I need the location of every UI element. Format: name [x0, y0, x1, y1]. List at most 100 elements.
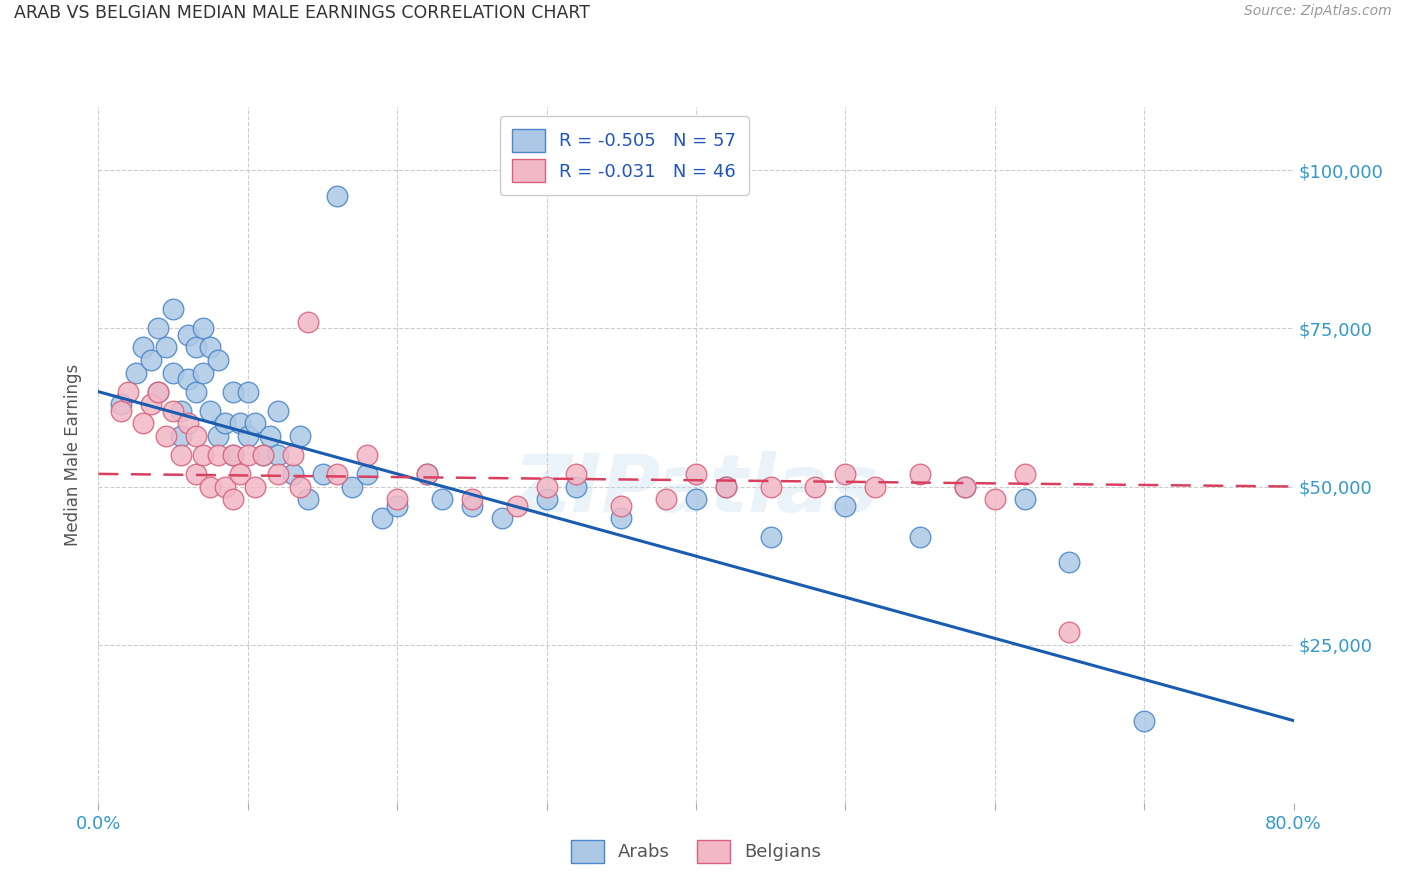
- Text: ARAB VS BELGIAN MEDIAN MALE EARNINGS CORRELATION CHART: ARAB VS BELGIAN MEDIAN MALE EARNINGS COR…: [14, 4, 591, 22]
- Point: [342, 479, 364, 493]
- Point: [236, 429, 259, 443]
- Point: [117, 384, 139, 399]
- Point: [865, 479, 887, 493]
- Point: [908, 467, 931, 481]
- Point: [191, 321, 214, 335]
- Point: [184, 340, 207, 354]
- Point: [169, 403, 191, 417]
- Point: [229, 467, 252, 481]
- Point: [245, 479, 267, 493]
- Point: [139, 353, 162, 368]
- Point: [655, 492, 678, 507]
- Point: [506, 499, 529, 513]
- Point: [229, 417, 252, 431]
- Point: [169, 429, 191, 443]
- Legend: Arabs, Belgians: Arabs, Belgians: [564, 832, 828, 871]
- Point: [759, 479, 782, 493]
- Text: Source: ZipAtlas.com: Source: ZipAtlas.com: [1244, 4, 1392, 19]
- Point: [245, 417, 267, 431]
- Point: [200, 479, 222, 493]
- Point: [714, 479, 737, 493]
- Point: [984, 492, 1007, 507]
- Point: [155, 429, 177, 443]
- Point: [177, 372, 200, 386]
- Point: [834, 467, 856, 481]
- Point: [356, 467, 378, 481]
- Point: [184, 467, 207, 481]
- Point: [207, 448, 229, 462]
- Point: [1059, 625, 1081, 640]
- Point: [288, 429, 311, 443]
- Point: [430, 492, 453, 507]
- Point: [685, 492, 707, 507]
- Point: [565, 479, 588, 493]
- Point: [416, 467, 439, 481]
- Point: [685, 467, 707, 481]
- Point: [207, 353, 229, 368]
- Point: [132, 340, 155, 354]
- Point: [288, 479, 311, 493]
- Point: [222, 448, 245, 462]
- Point: [169, 448, 191, 462]
- Point: [222, 448, 245, 462]
- Point: [326, 467, 349, 481]
- Point: [162, 366, 184, 380]
- Point: [834, 499, 856, 513]
- Point: [610, 511, 633, 525]
- Point: [214, 479, 236, 493]
- Point: [536, 492, 558, 507]
- Point: [155, 340, 177, 354]
- Point: [184, 384, 207, 399]
- Point: [565, 467, 588, 481]
- Point: [267, 467, 290, 481]
- Point: [714, 479, 737, 493]
- Point: [385, 492, 409, 507]
- Point: [236, 384, 259, 399]
- Point: [236, 448, 259, 462]
- Point: [259, 429, 281, 443]
- Point: [222, 384, 245, 399]
- Point: [326, 188, 349, 202]
- Point: [267, 403, 290, 417]
- Point: [125, 366, 148, 380]
- Point: [461, 492, 484, 507]
- Point: [148, 384, 170, 399]
- Point: [953, 479, 976, 493]
- Point: [610, 499, 633, 513]
- Point: [222, 492, 245, 507]
- Point: [139, 397, 162, 411]
- Point: [281, 467, 304, 481]
- Point: [177, 327, 200, 342]
- Point: [110, 403, 132, 417]
- Point: [184, 429, 207, 443]
- Point: [536, 479, 558, 493]
- Point: [311, 467, 333, 481]
- Point: [416, 467, 439, 481]
- Point: [267, 448, 290, 462]
- Point: [1133, 714, 1156, 728]
- Y-axis label: Median Male Earnings: Median Male Earnings: [65, 364, 83, 546]
- Point: [148, 384, 170, 399]
- Point: [132, 417, 155, 431]
- Point: [953, 479, 976, 493]
- Point: [252, 448, 274, 462]
- Point: [200, 403, 222, 417]
- Point: [371, 511, 394, 525]
- Point: [177, 417, 200, 431]
- Point: [281, 448, 304, 462]
- Point: [1059, 556, 1081, 570]
- Point: [162, 403, 184, 417]
- Point: [356, 448, 378, 462]
- Point: [804, 479, 827, 493]
- Point: [1014, 467, 1036, 481]
- Point: [200, 340, 222, 354]
- Point: [162, 302, 184, 317]
- Point: [297, 315, 319, 329]
- Point: [148, 321, 170, 335]
- Point: [207, 429, 229, 443]
- Point: [908, 530, 931, 544]
- Point: [461, 499, 484, 513]
- Point: [252, 448, 274, 462]
- Point: [385, 499, 409, 513]
- Point: [191, 366, 214, 380]
